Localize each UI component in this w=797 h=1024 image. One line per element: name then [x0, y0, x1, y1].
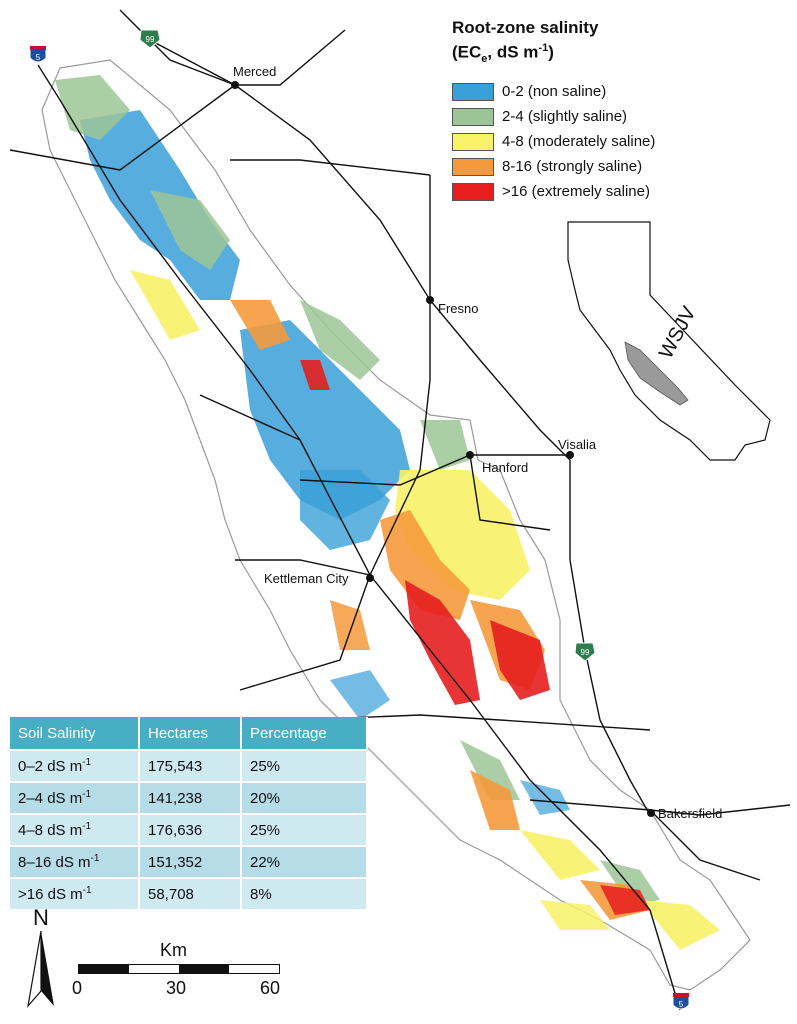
city-label-visalia: Visalia: [558, 437, 597, 452]
city-label-fresno: Fresno: [438, 301, 478, 316]
table-row: 2–4 dS m-1 141,238 20%: [10, 781, 368, 814]
cell-hectares: 141,238: [139, 781, 242, 814]
cell-hectares: 151,352: [139, 845, 242, 878]
cell-range: 0–2 dS m-1: [10, 749, 140, 782]
cell-percentage: 22%: [241, 845, 368, 878]
cell-hectares: 175,543: [139, 749, 242, 782]
city-label-kettleman: Kettleman City: [264, 571, 349, 586]
legend-swatch-over-16: [452, 182, 494, 201]
city-markers: [231, 81, 655, 817]
svg-text:99: 99: [581, 648, 590, 657]
scale-tick-30: 30: [166, 978, 187, 998]
scale-bar: Km 0 30 60: [70, 940, 290, 1010]
column-header-hectares: Hectares: [139, 717, 242, 750]
wsjv-region-shape: [624, 341, 689, 406]
column-header-soil-salinity: Soil Salinity: [10, 717, 140, 750]
legend-swatch-8-16: [452, 157, 494, 176]
legend-item-0-2: 0-2 (non saline): [452, 79, 782, 104]
legend-item-2-4: 2-4 (slightly saline): [452, 104, 782, 129]
salinity-class-over-16: [300, 360, 650, 915]
city-dot-fresno: [426, 296, 434, 304]
legend-swatch-2-4: [452, 107, 494, 126]
scale-tick-60: 60: [260, 978, 281, 998]
cell-hectares: 176,636: [139, 813, 242, 846]
legend-swatch-0-2: [452, 82, 494, 101]
cell-range: >16 dS m-1: [10, 877, 140, 909]
legend-label-0-2: 0-2 (non saline): [502, 83, 607, 101]
cell-percentage: 25%: [241, 749, 368, 782]
legend-label-2-4: 2-4 (slightly saline): [502, 108, 628, 126]
legend-title-line2: (ECe, dS m-1): [452, 42, 554, 66]
legend-label-8-16: 8-16 (strongly saline): [502, 158, 643, 176]
cell-range: 2–4 dS m-1: [10, 781, 140, 814]
legend-item-4-8: 4-8 (moderately saline): [452, 129, 782, 154]
salinity-stats-table: Soil Salinity Hectares Percentage 0–2 dS…: [10, 717, 368, 909]
table-header-row: Soil Salinity Hectares Percentage: [10, 717, 368, 750]
legend-title-line1: Root-zone salinity: [452, 18, 599, 37]
cell-range: 8–16 dS m-1: [10, 845, 140, 878]
scale-bar-unit: Km: [160, 940, 187, 960]
interstate-5-shield-north: 5: [29, 46, 47, 63]
north-arrow-letter: N: [33, 905, 49, 930]
cell-percentage: 25%: [241, 813, 368, 846]
legend-swatch-4-8: [452, 132, 494, 151]
city-dot-merced: [231, 81, 239, 89]
svg-text:5: 5: [36, 53, 41, 62]
table-row: 0–2 dS m-1 175,543 25%: [10, 749, 368, 782]
california-outline: [567, 221, 771, 461]
north-arrow-icon: [27, 931, 54, 1009]
legend-item-over-16: >16 (extremely saline): [452, 179, 782, 204]
cell-percentage: 8%: [241, 877, 368, 909]
table-row: >16 dS m-1 58,708 8%: [10, 877, 368, 909]
city-dot-hanford: [466, 451, 474, 459]
legend-label-4-8: 4-8 (moderately saline): [502, 133, 656, 151]
legend: Root-zone salinity (ECe, dS m-1) 0-2 (no…: [452, 18, 782, 204]
california-inset: WSJV: [567, 221, 771, 461]
legend-item-8-16: 8-16 (strongly saline): [452, 154, 782, 179]
city-label-merced: Merced: [233, 64, 276, 79]
city-dot-visalia: [566, 451, 574, 459]
scale-tick-0: 0: [72, 978, 83, 998]
scale-bar-graphic: [78, 964, 280, 974]
cell-hectares: 58,708: [139, 877, 242, 909]
interstate-5-shield-south: 5: [672, 993, 690, 1010]
ca-99-shield-south: 99: [574, 642, 596, 662]
city-dot-bakersfield: [647, 809, 655, 817]
city-label-hanford: Hanford: [482, 460, 528, 475]
north-arrow: N: [26, 905, 56, 1009]
cell-range: 4–8 dS m-1: [10, 813, 140, 846]
table-row: 8–16 dS m-1 151,352 22%: [10, 845, 368, 878]
salinity-class-2-4: [55, 75, 660, 905]
city-dot-kettleman: [366, 574, 374, 582]
column-header-percentage: Percentage: [241, 717, 368, 750]
table-row: 4–8 dS m-1 176,636 25%: [10, 813, 368, 846]
legend-label-over-16: >16 (extremely saline): [502, 183, 650, 201]
ca-99-shield-north: 99: [139, 29, 161, 49]
svg-text:5: 5: [679, 1000, 684, 1009]
cell-percentage: 20%: [241, 781, 368, 814]
svg-text:99: 99: [146, 35, 155, 44]
legend-title: Root-zone salinity (ECe, dS m-1): [452, 18, 782, 69]
city-label-bakersfield: Bakersfield: [658, 806, 722, 821]
